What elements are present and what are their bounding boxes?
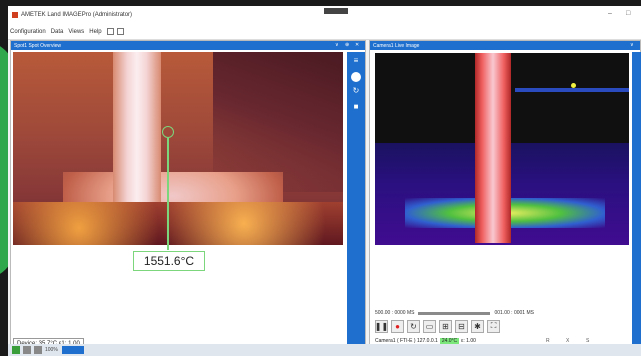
spot-temperature-label: 1551.6°C xyxy=(133,251,205,271)
taskbar-app-icon[interactable] xyxy=(12,346,20,354)
imagepro-window: AMETEK Land IMAGEPro (Administrator) – □… xyxy=(8,6,641,356)
panel-close-icon[interactable]: ✕ xyxy=(355,42,360,48)
camera-id: Camera1 ( FTI-E ) 127.0.0.1 xyxy=(375,337,438,344)
spot-overview-title: Spot1 Spot Overview xyxy=(14,42,61,49)
taskbar-zoom: 100% xyxy=(45,347,58,353)
status-indicator-x: X xyxy=(566,338,570,344)
camera-status: Camera1 ( FTI-E ) 127.0.0.1 24.0°C ε: 1.… xyxy=(375,336,476,345)
record-button[interactable]: ● xyxy=(391,319,404,333)
menu-views[interactable]: Views xyxy=(68,28,85,35)
maximize-button[interactable]: □ xyxy=(626,10,631,17)
refresh-button[interactable]: ↻ xyxy=(407,319,420,333)
camera-dropdown-icon[interactable]: ∨ xyxy=(630,42,634,48)
top-marker xyxy=(324,8,348,14)
taskbar-window-icon[interactable] xyxy=(34,346,42,354)
camera-live-panel: Camera1 Live Image ∨ 500.00 : 0000 MS 00… xyxy=(369,40,641,350)
app-logo-icon xyxy=(12,12,18,18)
taskbar-active-item[interactable] xyxy=(61,346,84,354)
pause-button[interactable]: ❚❚ xyxy=(374,319,389,333)
status-indicator-s: S xyxy=(586,338,590,344)
menu-data[interactable]: Data xyxy=(50,28,64,35)
spot-leader-line xyxy=(167,138,169,250)
fullscreen-icon[interactable]: ⛶ xyxy=(487,319,500,333)
title-bar: AMETEK Land IMAGEPro (Administrator) – □ xyxy=(8,6,641,24)
camera-emissivity: ε: 1.00 xyxy=(461,337,476,344)
camera-side-toolbar xyxy=(632,52,641,349)
monitor-icon[interactable] xyxy=(116,28,124,35)
snapshot-icon[interactable] xyxy=(106,28,114,35)
timeline-slider[interactable] xyxy=(418,311,491,315)
taskbar: 100% xyxy=(8,344,641,356)
camera-live-title: Camera1 Live Image xyxy=(373,42,420,49)
camera-temperature: 24.0°C xyxy=(439,337,460,344)
camera-live-header: Camera1 Live Image ∨ xyxy=(370,41,640,50)
menu-lines-icon[interactable]: ≡ xyxy=(353,56,359,65)
hot-plume xyxy=(475,53,511,243)
delete-button[interactable]: ▭ xyxy=(423,319,436,333)
panel-pin-icon[interactable]: ⊕ xyxy=(345,42,350,48)
refresh-icon[interactable]: ↻ xyxy=(352,86,360,95)
settings-gear-icon[interactable]: ✱ xyxy=(471,319,484,333)
timeline-start: 500.00 : 0000 MS xyxy=(375,310,415,316)
timeline-mid: 001.00 : 0001 MS xyxy=(494,310,534,316)
menu-help[interactable]: Help xyxy=(89,28,102,35)
spot-marker[interactable] xyxy=(162,126,174,138)
record-dot-icon[interactable] xyxy=(351,72,361,82)
thermal-image-visual[interactable] xyxy=(13,52,343,245)
spot-side-toolbar: ≡ ↻ ■ xyxy=(347,52,365,349)
camera-icon[interactable]: ■ xyxy=(353,102,359,111)
panel-dropdown-icon[interactable]: ∨ xyxy=(335,42,339,48)
menu-configuration[interactable]: Configuration xyxy=(10,28,46,35)
taskbar-folder-icon[interactable] xyxy=(23,346,31,354)
status-indicator-r: R xyxy=(546,338,550,344)
spot-overview-header: Spot1 Spot Overview ∨ ⊕ ✕ xyxy=(11,41,365,50)
spot-overview-panel: Spot1 Spot Overview ∨ ⊕ ✕ 1551.6°C ≡ ↻ ■… xyxy=(10,40,366,350)
playback-controls: ❚❚ ● ↻ ▭ ⊞ ⊟ ✱ ⛶ xyxy=(375,319,503,333)
live-thermal-visual[interactable] xyxy=(375,53,629,245)
playback-timeline: 500.00 : 0000 MS 001.00 : 0001 MS xyxy=(375,309,629,317)
stream-button[interactable]: ⊞ xyxy=(439,319,452,333)
export-button[interactable]: ⊟ xyxy=(455,319,468,333)
menu-bar: Configuration Data Views Help xyxy=(8,24,641,40)
window-title: AMETEK Land IMAGEPro (Administrator) xyxy=(21,12,133,18)
minimize-button[interactable]: – xyxy=(608,10,612,17)
